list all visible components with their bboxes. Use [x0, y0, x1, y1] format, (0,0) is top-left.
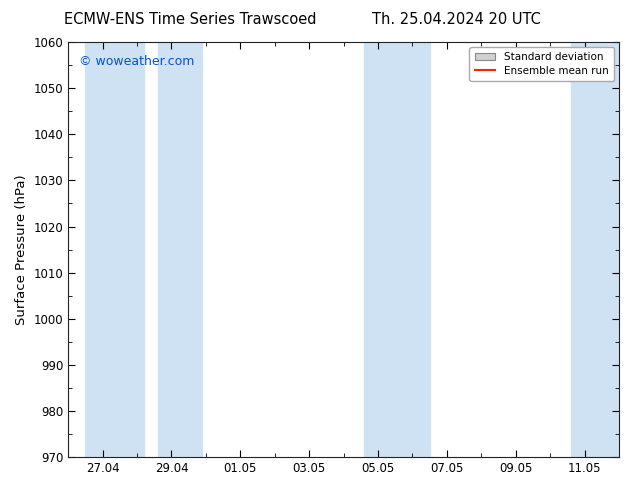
Y-axis label: Surface Pressure (hPa): Surface Pressure (hPa) — [15, 174, 28, 325]
Legend: Standard deviation, Ensemble mean run: Standard deviation, Ensemble mean run — [469, 47, 614, 81]
Bar — [158, 42, 202, 457]
Text: © woweather.com: © woweather.com — [79, 54, 195, 68]
Bar — [571, 42, 619, 457]
Bar — [86, 42, 144, 457]
Text: ECMW-ENS Time Series Trawscoed: ECMW-ENS Time Series Trawscoed — [64, 12, 316, 27]
Bar — [365, 42, 430, 457]
Text: Th. 25.04.2024 20 UTC: Th. 25.04.2024 20 UTC — [372, 12, 541, 27]
